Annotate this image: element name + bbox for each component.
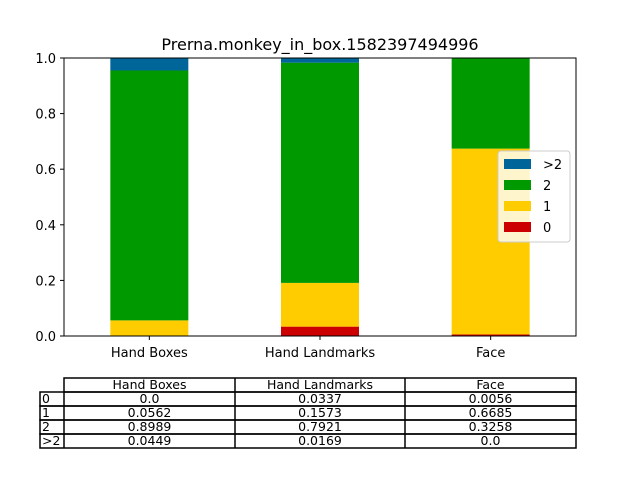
bar-segment-2 [451, 58, 530, 149]
legend-label: 1 [543, 200, 551, 215]
table-col-header: Hand Landmarks [267, 377, 373, 392]
legend-label: >2 [543, 158, 562, 173]
x-tick-label: Hand Landmarks [265, 346, 376, 361]
bar-segment-2 [281, 62, 359, 283]
legend: >2 2 1 0 [497, 150, 571, 243]
table-cell: 0.1573 [298, 405, 342, 420]
table-row-label: >2 [42, 433, 60, 448]
table-cell: 0.0337 [298, 391, 342, 406]
plot-area: 0.0 0.2 0.4 0.6 0.8 1.0 Hand Boxes Hand Landmar… [35, 52, 577, 361]
table-row-label: 2 [42, 419, 50, 434]
table-col-header: Face [476, 377, 505, 392]
table-cell: 0.0056 [469, 391, 513, 406]
x-tick-label: Hand Boxes [111, 346, 188, 361]
bar-segment-gt2 [110, 58, 189, 71]
table-cell: 0.0562 [128, 405, 172, 420]
legend-box [497, 150, 571, 243]
legend-label: 0 [543, 221, 551, 236]
table-col-header: Hand Boxes [113, 377, 187, 392]
y-tick-label: 0.6 [35, 163, 56, 178]
x-tick-label: Face [476, 346, 505, 361]
table-cell: 0.8989 [128, 419, 172, 434]
table-cell: 0.3258 [469, 419, 513, 434]
legend-swatch [504, 201, 531, 211]
table-row-label: 1 [42, 405, 50, 420]
table-cell: 0.0169 [298, 433, 342, 448]
bar-segment-2 [110, 70, 189, 321]
y-tick-label: 1.0 [35, 52, 56, 67]
table-row-label: 0 [42, 391, 50, 406]
y-tick-label: 0.0 [35, 330, 56, 345]
y-tick-label: 0.8 [35, 108, 56, 123]
bar-segment-1 [281, 282, 359, 327]
legend-label: 2 [543, 179, 551, 194]
legend-swatch [504, 222, 531, 232]
table-cell: 0.6685 [469, 405, 513, 420]
y-tick-label: 0.2 [35, 274, 56, 289]
bar-segment-0 [281, 326, 359, 336]
table-row [39, 433, 577, 449]
table-cell: 0.7921 [298, 419, 342, 434]
bar-segment-0 [451, 334, 530, 336]
table-cell: 0.0449 [128, 433, 172, 448]
table-cell: 0.0 [481, 433, 501, 448]
legend-swatch [504, 159, 531, 169]
bar-segment-gt2 [281, 58, 359, 63]
table-cell: 0.0 [140, 391, 160, 406]
bar-segment-1 [110, 320, 189, 336]
chart-title: Prerna.monkey_in_box.1582397494996 [161, 35, 478, 55]
y-tick-label: 0.4 [35, 219, 56, 234]
legend-swatch [504, 180, 531, 190]
